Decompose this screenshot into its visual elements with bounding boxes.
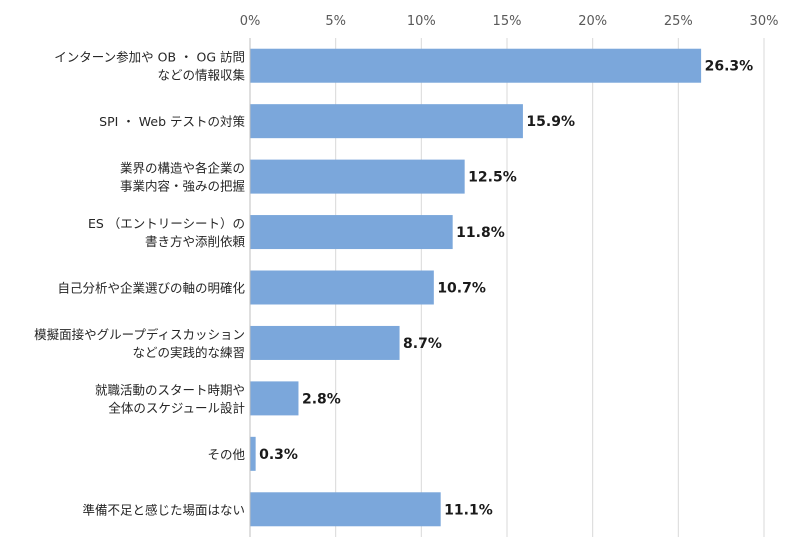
x-tick-label: 15% [493,14,522,29]
data-label: 15.9% [526,114,575,130]
bar [250,215,453,250]
category-labels: インターン参加や OB ・ OG 訪問などの情報収集 SPI ・ Web テストの… [34,50,245,518]
bar [250,104,523,139]
category-label: インターン参加や OB ・ OG 訪問などの情報収集 [54,50,245,83]
x-tick-label: 30% [750,14,779,29]
category-label: 準備不足と感じた場面はない [82,502,245,517]
category-label-line: 業界の構造や各企業の [120,161,245,176]
category-label-line: 事業内容・強みの把握 [120,179,245,194]
category-label-line: SPI ・ Web テストの対策 [99,114,245,129]
category-label: ES （エントリーシート）の書き方や添削依頼 [88,216,246,249]
category-label-line: 準備不足と感じた場面はない [82,502,245,517]
category-label-line: などの実践的な練習 [132,345,245,360]
data-label: 10.7% [437,281,486,297]
bar [250,436,256,471]
category-label-line: 全体のスケジュール設計 [108,400,245,415]
bar [250,270,434,305]
data-label: 26.3% [705,59,754,75]
bars [250,48,702,527]
bar [250,48,702,83]
x-tick-label: 0% [240,14,261,29]
category-label: 模擬面接やグループディスカッションなどの実践的な練習 [34,327,245,360]
category-label-line: ES （エントリーシート）の [88,216,245,231]
x-tick-label: 20% [578,14,607,29]
category-label-line: 模擬面接やグループディスカッション [34,327,245,342]
x-tick-label: 10% [407,14,436,29]
data-label: 2.8% [302,391,341,407]
category-label: SPI ・ Web テストの対策 [99,114,245,129]
data-label: 0.3% [259,447,298,463]
category-label-line: 自己分析や企業選びの軸の明確化 [57,281,245,296]
bar [250,492,441,527]
category-label-line: その他 [207,447,245,462]
bar [250,159,465,194]
x-axis-ticks: 0% 5% 10% 15% 20% 25% 30% [240,14,779,29]
data-label: 12.5% [468,170,517,186]
data-label: 11.1% [444,502,493,518]
category-label-line: 就職活動のスタート時期や [95,382,245,397]
category-label-line: 書き方や添削依頼 [145,234,246,249]
category-label: 自己分析や企業選びの軸の明確化 [57,281,245,296]
data-label: 11.8% [456,225,505,241]
bar [250,381,299,416]
category-label-line: などの情報収集 [157,68,245,83]
bar [250,325,400,360]
category-label-line: インターン参加や OB ・ OG 訪問 [54,50,245,65]
category-label: その他 [207,447,245,462]
x-tick-label: 5% [325,14,346,29]
data-label: 8.7% [403,336,442,352]
x-tick-label: 25% [664,14,693,29]
category-label: 就職活動のスタート時期や全体のスケジュール設計 [95,382,245,415]
category-label: 業界の構造や各企業の事業内容・強みの把握 [120,161,245,194]
data-labels: 26.3% 15.9% 12.5% 11.8% 10.7% 8.7% 2.8% 0.3% 11.… [259,59,753,519]
